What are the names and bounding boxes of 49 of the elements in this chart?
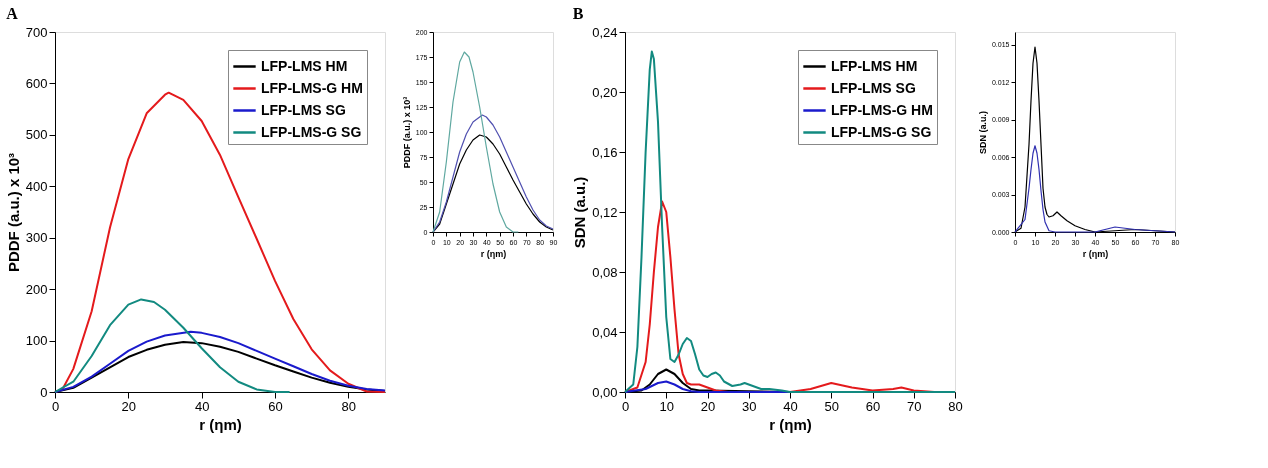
x-tick-label: 0	[621, 398, 630, 414]
y-tick-label: 200	[25, 281, 48, 297]
y-axis-title: SDN (a.u.)	[977, 110, 988, 155]
y-tick-label: 0,12	[592, 204, 618, 220]
legend-label: LFP-LMS-G HM	[261, 79, 363, 96]
x-tick-label: 30	[742, 398, 757, 414]
x-tick-label: 20	[121, 398, 137, 414]
x-axis-title: r (ηm)	[1082, 248, 1109, 259]
line-series	[54, 298, 291, 393]
x-tick-label: 40	[194, 398, 210, 414]
y-tick-label: 0,04	[592, 324, 618, 340]
y-tick-label: 0,00	[592, 384, 618, 400]
x-tick-label: 0	[51, 398, 60, 414]
x-axis-title: r (ηm)	[480, 248, 507, 259]
y-tick-label: 400	[25, 178, 48, 194]
legend-label: LFP-LMS-G SG	[261, 123, 362, 140]
chart-title: A	[6, 5, 19, 22]
legend-label: LFP-LMS-G HM	[831, 101, 933, 118]
legend-label: LFP-LMS SG	[261, 101, 346, 118]
y-tick-label: 0,20	[592, 84, 618, 100]
y-axis-title: PDDF (a.u.) x 10³	[401, 96, 412, 169]
x-axis-title: r (ηm)	[199, 415, 242, 433]
x-tick-label: 40	[783, 398, 798, 414]
y-axis-title: SDN (a.u.)	[571, 176, 589, 249]
legend-label: LFP-LMS HM	[261, 57, 348, 74]
y-tick-label: 0,08	[592, 264, 618, 280]
y-tick-label: 0,16	[592, 144, 618, 160]
legend-label: LFP-LMS HM	[831, 57, 918, 74]
legend-label: LFP-LMS SG	[831, 79, 916, 96]
x-tick-label: 80	[948, 398, 963, 414]
x-tick-label: 60	[268, 398, 283, 414]
y-tick-label: 500	[25, 127, 48, 143]
chart-title: B	[572, 5, 584, 22]
x-tick-label: 10	[659, 398, 674, 414]
x-tick-label: 20	[700, 398, 716, 414]
x-tick-label: 60	[865, 398, 881, 414]
y-tick-label: 700	[25, 24, 48, 40]
x-axis-title: r (ηm)	[769, 415, 812, 433]
legend-label: LFP-LMS-G SG	[831, 123, 932, 140]
y-tick-label: 0	[40, 384, 48, 400]
y-tick-label: 600	[25, 75, 48, 91]
y-tick-label: 0,24	[592, 24, 618, 40]
y-tick-label: 300	[25, 230, 48, 246]
x-tick-label: 80	[341, 398, 357, 414]
x-tick-label: 50	[824, 398, 839, 414]
y-axis-title: PDDF (a.u.) x 10³	[4, 152, 22, 273]
line-series	[432, 51, 519, 233]
y-tick-label: 100	[25, 333, 48, 349]
x-tick-label: 70	[907, 398, 922, 414]
